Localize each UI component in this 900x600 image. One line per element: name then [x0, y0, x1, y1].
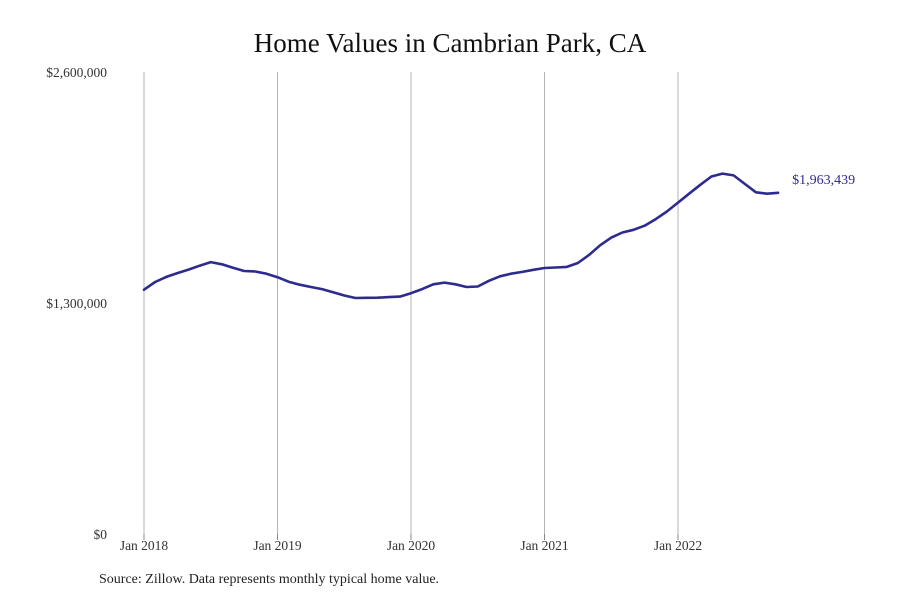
data-point: [688, 193, 690, 195]
data-point: [766, 193, 768, 195]
data-point: [154, 281, 156, 283]
data-point: [276, 276, 278, 278]
data-point: [577, 262, 579, 264]
x-axis-ticks: Jan 2018 Jan 2019 Jan 2020 Jan 2021 Jan 2022: [120, 534, 702, 553]
data-point: [254, 270, 256, 272]
data-point: [187, 268, 189, 270]
data-point: [210, 261, 212, 263]
data-point: [710, 175, 712, 177]
data-point: [532, 269, 534, 271]
data-point: [477, 285, 479, 287]
data-point: [265, 273, 267, 275]
end-value-label: $1,963,439: [792, 173, 855, 188]
data-point: [443, 281, 445, 283]
data-point: [399, 295, 401, 297]
series-layer: [142, 172, 780, 300]
data-point: [299, 284, 301, 286]
data-point: [198, 265, 200, 267]
data-point: [321, 288, 323, 290]
y-tick-label: $1,300,000: [46, 296, 107, 311]
data-point: [610, 236, 612, 238]
data-point: [777, 192, 779, 194]
x-tick-label: Jan 2019: [253, 538, 302, 553]
data-point: [621, 231, 623, 233]
data-point: [510, 273, 512, 275]
source-note: Source: Zillow. Data represents monthly …: [99, 572, 440, 587]
chart-title: Home Values in Cambrian Park, CA: [253, 28, 647, 58]
data-point: [310, 286, 312, 288]
data-point: [410, 292, 412, 294]
data-point: [143, 289, 145, 291]
data-point: [744, 183, 746, 185]
data-point: [666, 210, 668, 212]
data-point: [432, 283, 434, 285]
data-point: [232, 267, 234, 269]
data-point: [599, 244, 601, 246]
x-tick-label: Jan 2022: [654, 538, 702, 553]
data-point: [454, 283, 456, 285]
x-tick-label: Jan 2020: [387, 538, 436, 553]
y-axis-ticks: $0 $1,300,000 $2,600,000: [46, 65, 107, 542]
data-point: [588, 254, 590, 256]
data-point: [566, 266, 568, 268]
data-point: [543, 267, 545, 269]
data-point: [287, 281, 289, 283]
data-point: [343, 294, 345, 296]
data-point: [499, 275, 501, 277]
data-point: [488, 280, 490, 282]
data-point: [632, 229, 634, 231]
end-label-layer: $1,963,439: [792, 173, 855, 188]
data-point: [554, 266, 556, 268]
data-point: [465, 286, 467, 288]
data-point: [176, 272, 178, 274]
data-point: [376, 297, 378, 299]
data-point: [332, 291, 334, 293]
data-point: [165, 276, 167, 278]
data-point: [421, 288, 423, 290]
data-point: [388, 296, 390, 298]
y-tick-label: $0: [94, 527, 108, 542]
x-tick-label: Jan 2021: [520, 538, 568, 553]
data-point: [643, 225, 645, 227]
data-point: [677, 201, 679, 203]
data-point: [354, 297, 356, 299]
home-value-line: [142, 172, 780, 300]
y-tick-label: $2,600,000: [46, 65, 107, 80]
data-point: [521, 271, 523, 273]
data-point: [699, 184, 701, 186]
data-point: [732, 174, 734, 176]
data-point: [721, 172, 723, 174]
data-point: [655, 218, 657, 220]
data-point: [243, 270, 245, 272]
data-point: [365, 297, 367, 299]
gridlines: [143, 72, 679, 534]
x-tick-label: Jan 2018: [120, 538, 169, 553]
data-point: [221, 263, 223, 265]
data-point: [755, 191, 757, 193]
